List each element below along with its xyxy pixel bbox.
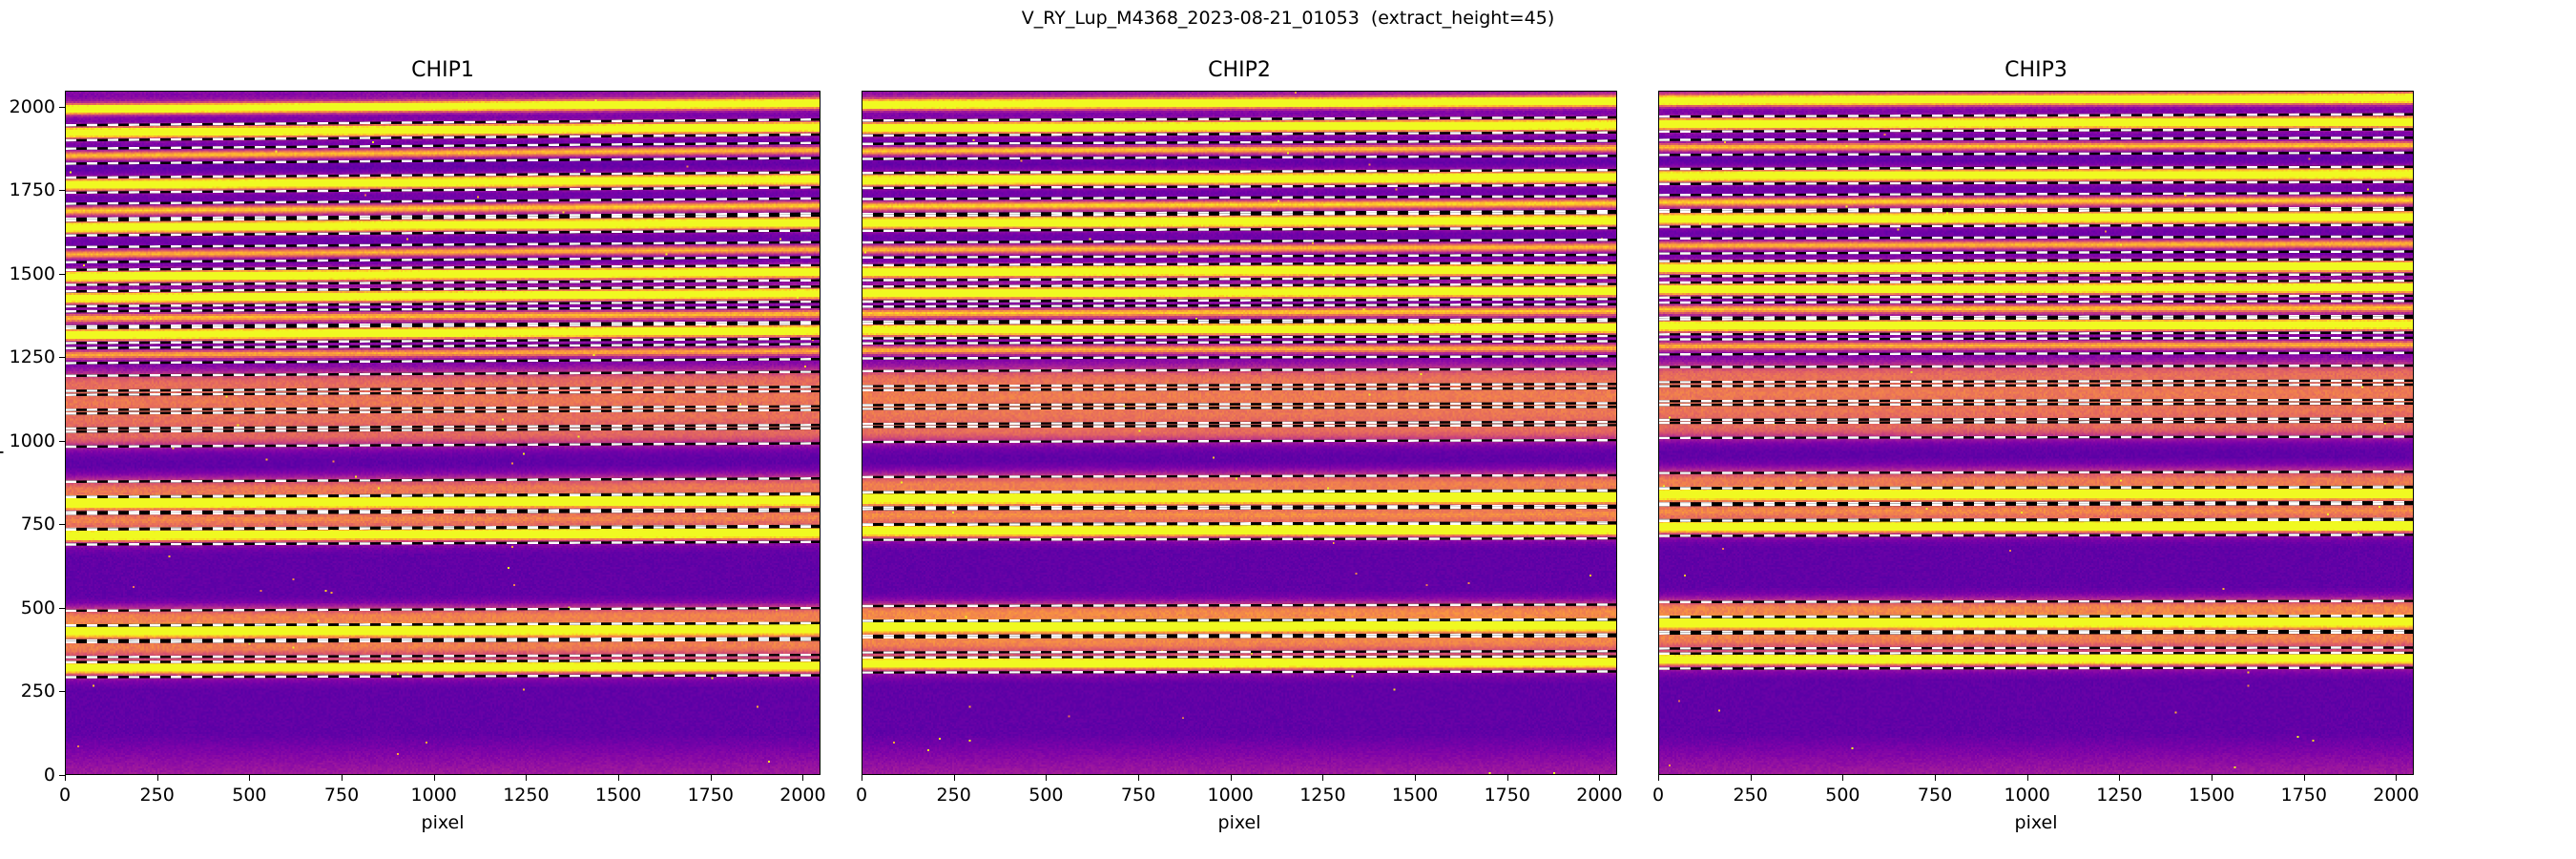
xtick-chip1-3 — [342, 775, 343, 781]
xtick-label-chip3-1: 250 — [1733, 785, 1768, 806]
xtick-label-chip1-2: 500 — [232, 785, 267, 806]
ytick-chip1-6 — [59, 273, 65, 275]
xtick-label-chip3-3: 750 — [1917, 785, 1953, 806]
xtick-label-chip3-6: 1500 — [2188, 785, 2235, 806]
ytick-label-chip1-7: 1750 — [9, 179, 55, 201]
xtick-chip1-4 — [433, 775, 435, 781]
xtick-label-chip1-5: 1250 — [503, 785, 550, 806]
detector-image-chip2 — [862, 91, 1617, 775]
xtick-chip3-3 — [1935, 775, 1937, 781]
xtick-chip1-7 — [710, 775, 712, 781]
xtick-label-chip3-0: 0 — [1652, 785, 1665, 806]
xtick-chip2-1 — [953, 775, 955, 781]
ytick-label-chip1-5: 1250 — [9, 346, 55, 368]
xtick-label-chip1-4: 1000 — [410, 785, 457, 806]
ytick-chip1-4 — [59, 440, 65, 442]
xtick-label-chip2-7: 1750 — [1484, 785, 1530, 806]
xtick-chip2-7 — [1506, 775, 1508, 781]
ytick-chip1-3 — [59, 524, 65, 526]
figure-suptitle: V_RY_Lup_M4368_2023-08-21_01053 (extract… — [1021, 8, 1555, 29]
x-axis-label-chip1: pixel — [421, 812, 465, 833]
aperture-overlay-chip2 — [862, 92, 1616, 774]
subplot-chip3: CHIP3 0 250 500 750 1000 1250 1500 1750 2000 pixel — [1652, 58, 2420, 833]
xtick-label-chip1-7: 1750 — [687, 785, 734, 806]
ytick-chip1-8 — [59, 106, 65, 108]
xtick-label-chip2-2: 500 — [1028, 785, 1064, 806]
ytick-chip1-1 — [59, 691, 65, 693]
xtick-chip3-0 — [1658, 775, 1659, 781]
xtick-chip3-7 — [2303, 775, 2305, 781]
ytick-chip1-0 — [59, 775, 65, 776]
xtick-label-chip2-3: 750 — [1120, 785, 1156, 806]
ytick-chip1-2 — [59, 607, 65, 609]
xtick-chip1-6 — [618, 775, 620, 781]
xtick-chip3-8 — [2396, 775, 2398, 781]
xtick-label-chip3-5: 1250 — [2096, 785, 2143, 806]
xtick-label-chip2-8: 2000 — [1576, 785, 1623, 806]
aperture-overlay-chip3 — [1659, 92, 2413, 774]
y-axis-label: pixel — [0, 411, 5, 454]
ytick-label-chip1-0: 0 — [43, 765, 55, 786]
xtick-label-chip1-0: 0 — [58, 785, 72, 806]
xtick-label-chip1-8: 2000 — [779, 785, 826, 806]
xtick-label-chip2-5: 1250 — [1299, 785, 1346, 806]
ytick-chip1-7 — [59, 190, 65, 192]
xtick-chip2-5 — [1322, 775, 1324, 781]
xtick-chip3-4 — [2026, 775, 2028, 781]
xtick-chip2-6 — [1415, 775, 1417, 781]
xtick-chip1-1 — [156, 775, 158, 781]
xtick-chip3-2 — [1842, 775, 1844, 781]
xtick-chip2-2 — [1046, 775, 1048, 781]
xtick-label-chip2-0: 0 — [855, 785, 868, 806]
x-axis-label-chip3: pixel — [2014, 812, 2058, 833]
detector-image-chip1 — [65, 91, 821, 775]
subplot-title-chip3: CHIP3 — [2005, 58, 2067, 82]
ytick-label-chip1-3: 750 — [20, 513, 55, 535]
xtick-chip3-1 — [1750, 775, 1752, 781]
xtick-label-chip2-1: 250 — [936, 785, 971, 806]
x-axis-label-chip2: pixel — [1217, 812, 1261, 833]
aperture-overlay-chip1 — [66, 92, 820, 774]
xtick-chip1-2 — [249, 775, 251, 781]
xtick-label-chip3-4: 1000 — [2004, 785, 2050, 806]
xtick-chip1-0 — [65, 775, 66, 781]
xtick-label-chip2-6: 1500 — [1391, 785, 1439, 806]
subplot-chip2: CHIP2 0 250 500 750 1000 1250 1500 1750 2000 pixel — [856, 58, 1623, 833]
xtick-chip2-4 — [1230, 775, 1232, 781]
ytick-label-chip1-8: 2000 — [9, 95, 55, 117]
subplot-title-chip1: CHIP1 — [411, 58, 474, 82]
xtick-label-chip2-4: 1000 — [1207, 785, 1254, 806]
xtick-chip1-8 — [802, 775, 804, 781]
xtick-label-chip1-1: 250 — [139, 785, 175, 806]
xtick-label-chip3-2: 500 — [1825, 785, 1860, 806]
xtick-chip2-3 — [1138, 775, 1140, 781]
xtick-chip2-8 — [1599, 775, 1601, 781]
detector-image-chip3 — [1658, 91, 2414, 775]
xtick-label-chip1-6: 1500 — [594, 785, 642, 806]
ytick-label-chip1-2: 500 — [20, 597, 55, 618]
subplot-chip1: CHIP1 0 250 500 750 1000 1250 1500 1750 2000 0 250 5… — [0, 58, 826, 833]
xtick-label-chip3-7: 1750 — [2280, 785, 2327, 806]
ytick-label-chip1-1: 250 — [20, 681, 55, 702]
ytick-label-chip1-4: 1000 — [9, 430, 55, 451]
ytick-label-chip1-6: 1500 — [9, 262, 55, 284]
xtick-label-chip1-3: 750 — [323, 785, 360, 806]
subplot-title-chip2: CHIP2 — [1208, 58, 1271, 82]
ytick-chip1-5 — [59, 357, 65, 359]
xtick-label-chip3-8: 2000 — [2373, 785, 2420, 806]
xtick-chip1-5 — [526, 775, 528, 781]
xtick-chip3-5 — [2119, 775, 2121, 781]
